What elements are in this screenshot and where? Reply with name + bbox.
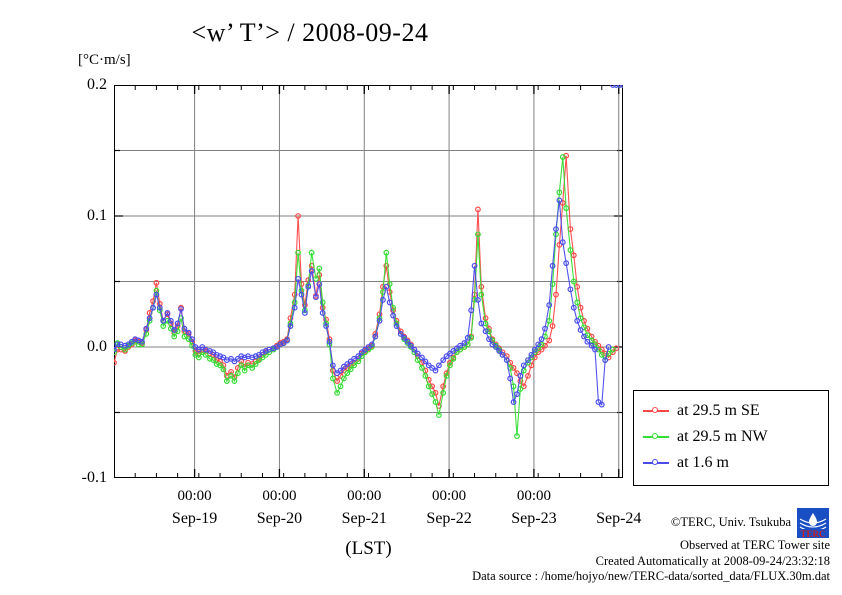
x-axis-date-label: Sep-22 (426, 510, 472, 527)
x-axis-time-label: 00:00 (177, 488, 212, 504)
series-markers-2 (114, 85, 623, 408)
y-axis-tick-label: 0.1 (87, 207, 107, 224)
x-axis-time-label: 00:00 (516, 488, 552, 504)
series-markers-0 (114, 85, 623, 409)
x-axis-time-label: 00:00 (431, 488, 467, 504)
legend-item-label: at 29.5 m SE (677, 402, 760, 419)
observed-text: Observed at TERC Tower site (679, 538, 830, 552)
chart-canvas (114, 85, 623, 478)
footer: ©TERC, Univ. Tsukuba TERC Observed at TE… (472, 508, 830, 585)
x-axis-date-label: Sep-23 (511, 510, 557, 527)
terc-logo-icon: TERC (797, 508, 829, 538)
x-axis-date-label: Sep-19 (171, 510, 218, 527)
data-source-text: Data source : /home/hojyo/new/TERC-data/… (472, 569, 830, 583)
y-axis-tick-label: 0.2 (87, 76, 107, 93)
plot-area: 0.2 0.1 0.0 -0.1 00:00 Sep-19 00:00 Sep-20 00:0… (82, 77, 642, 528)
x-axis-time-label: 00:00 (347, 488, 382, 504)
y-axis-tick-label: 0.0 (87, 338, 107, 355)
legend-item-label: at 1.6 m (677, 454, 729, 471)
svg-text:TERC: TERC (800, 529, 825, 538)
legend-marker-icon (643, 431, 669, 443)
legend-item-2[interactable]: at 1.6 m (634, 450, 828, 476)
legend-item-0[interactable]: at 29.5 m SE (634, 398, 828, 424)
copyright-line: ©TERC, Univ. Tsukuba TERC (472, 508, 830, 538)
legend-marker-icon (643, 457, 669, 469)
legend-item-1[interactable]: at 29.5 m NW (634, 424, 828, 450)
chart-legend: at 29.5 m SE at 29.5 m NW at 1.6 m (633, 390, 829, 486)
legend-item-label: at 29.5 m NW (677, 428, 768, 445)
legend-marker-icon (643, 405, 669, 417)
x-axis-date-label: Sep-21 (341, 510, 387, 527)
page-title: <w’ T’> / 2008-09-24 (191, 18, 429, 47)
y-axis-tick-label: -0.1 (81, 469, 107, 486)
x-axis-label: (LST) (345, 538, 392, 559)
x-axis-time-label: 00:00 (262, 488, 297, 504)
copyright-text: ©TERC, Univ. Tsukuba (670, 515, 791, 530)
y-axis-unit-label: [°C·m/s] (78, 52, 131, 68)
x-axis-date-label: Sep-24 (596, 510, 642, 527)
series-markers-1 (114, 85, 623, 439)
created-text: Created Automatically at 2008-09-24/23:3… (595, 553, 830, 568)
x-axis-date-label: Sep-20 (256, 510, 303, 527)
